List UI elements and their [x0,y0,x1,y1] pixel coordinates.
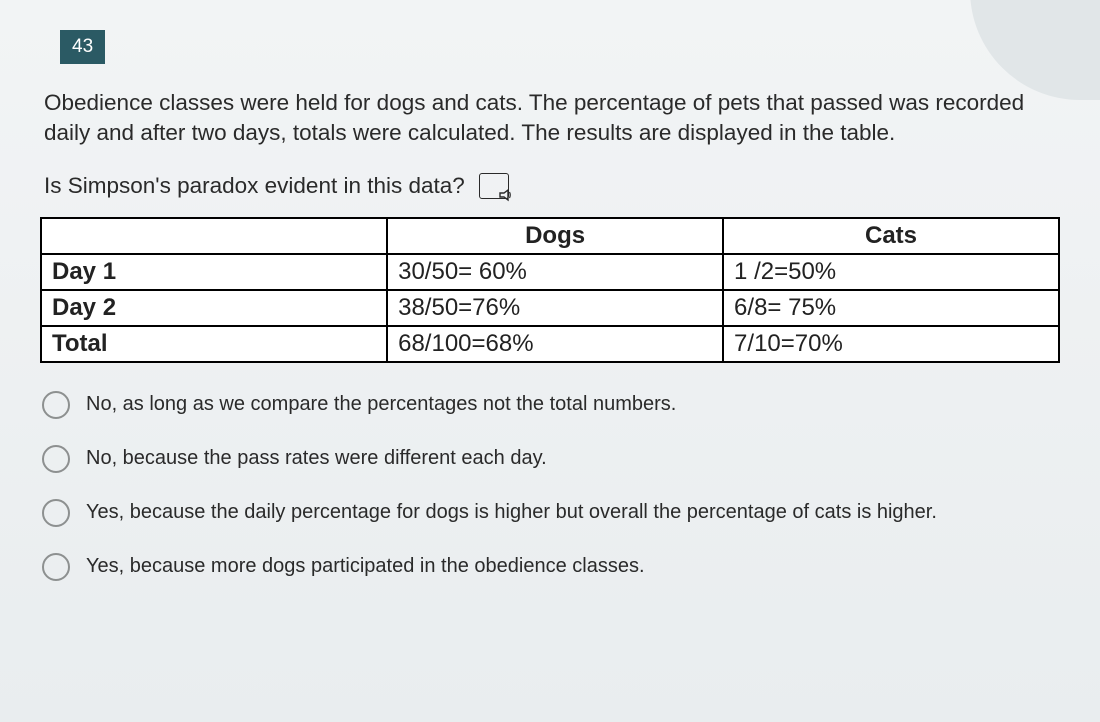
radio-icon[interactable] [42,553,70,581]
decorative-corner [970,0,1100,100]
option-a[interactable]: No, as long as we compare the percentage… [42,391,1060,419]
table-row: Day 1 30/50= 60% 1 /2=50% [41,254,1059,290]
question-number: 43 [72,36,93,57]
option-label: No, because the pass rates were differen… [86,447,547,470]
question-prompt: Is Simpson's paradox evident in this dat… [44,173,465,199]
option-label: Yes, because the daily percentage for do… [86,501,937,524]
table-header-blank [41,218,387,254]
option-label: No, as long as we compare the percentage… [86,393,676,416]
row-label: Day 1 [41,254,387,290]
radio-icon[interactable] [42,445,70,473]
table-header-row: Dogs Cats [41,218,1059,254]
table-row: Total 68/100=68% 7/10=70% [41,326,1059,362]
read-aloud-icon[interactable] [479,173,509,199]
prompt-row: Is Simpson's paradox evident in this dat… [44,173,1056,199]
answer-options: No, as long as we compare the percentage… [42,391,1060,581]
option-d[interactable]: Yes, because more dogs participated in t… [42,553,1060,581]
option-b[interactable]: No, because the pass rates were differen… [42,445,1060,473]
table-header-cats: Cats [723,218,1059,254]
radio-icon[interactable] [42,391,70,419]
option-label: Yes, because more dogs participated in t… [86,555,645,578]
cell-dogs: 30/50= 60% [387,254,723,290]
cell-cats: 1 /2=50% [723,254,1059,290]
table-header-dogs: Dogs [387,218,723,254]
option-c[interactable]: Yes, because the daily percentage for do… [42,499,1060,527]
cell-cats: 6/8= 75% [723,290,1059,326]
cell-dogs: 38/50=76% [387,290,723,326]
row-label: Day 2 [41,290,387,326]
question-stem: Obedience classes were held for dogs and… [44,88,1056,149]
cell-dogs: 68/100=68% [387,326,723,362]
radio-icon[interactable] [42,499,70,527]
table-row: Day 2 38/50=76% 6/8= 75% [41,290,1059,326]
cell-cats: 7/10=70% [723,326,1059,362]
row-label: Total [41,326,387,362]
results-table: Dogs Cats Day 1 30/50= 60% 1 /2=50% Day … [40,217,1060,363]
question-number-badge: 43 [60,30,105,64]
question-page: 43 Obedience classes were held for dogs … [0,0,1100,722]
